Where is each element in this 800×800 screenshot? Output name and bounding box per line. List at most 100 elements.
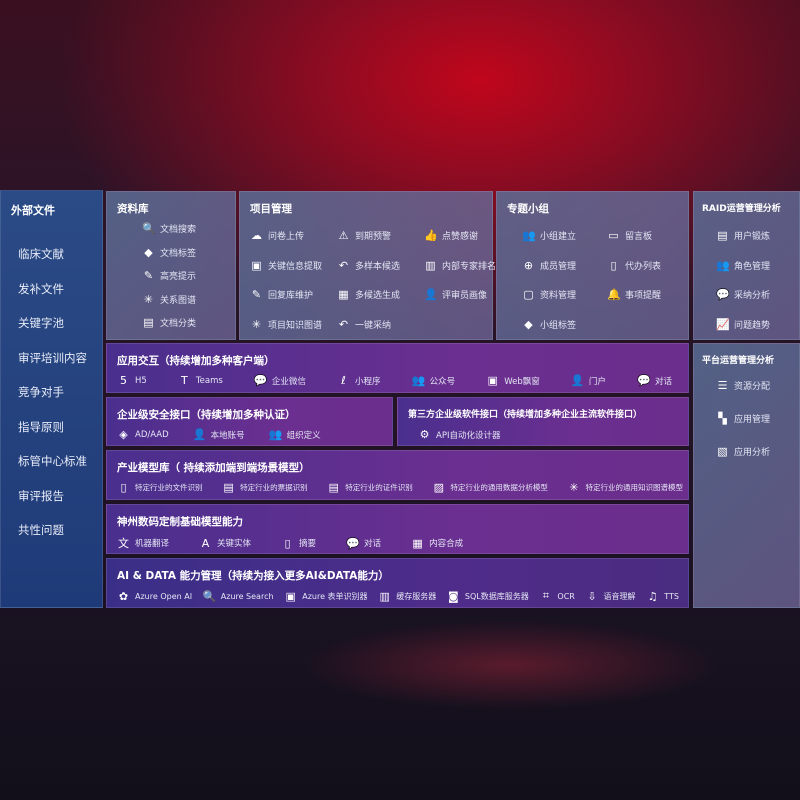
item-cache[interactable]: ▥ 缓存服务器	[378, 589, 437, 603]
item-puzzle[interactable]: ▦ 内容合成	[411, 535, 463, 551]
sidebar-item[interactable]: 关键字池	[18, 316, 64, 330]
item-graph[interactable]: ✳ 特定行业的通用知识图谱模型	[568, 481, 683, 494]
item-label: 对话	[654, 376, 672, 387]
item-graph[interactable]: ✳ 项目知识图谱	[250, 318, 322, 331]
item-label: 特定行业的证件识别	[345, 483, 413, 492]
item-speech[interactable]: ⇩ 语音理解	[586, 589, 635, 603]
sidebar-item[interactable]: 指导原则	[18, 419, 64, 434]
item-tts[interactable]: ♫ TTS	[646, 589, 679, 603]
item-wechat[interactable]: 💬 企业微信	[254, 374, 306, 387]
item-cloud-upload[interactable]: ☁ 问卷上传	[250, 229, 304, 242]
item-pen[interactable]: ✎ 回复库维护	[250, 288, 313, 301]
sidebar-external-files: 外部文件 临床文献 发补文件 关键字池 审评培训内容 竞争对手 指导原则 标管中心标准 审评报…	[0, 190, 103, 608]
item-database[interactable]: ◙ SQL数据库服务器	[447, 589, 529, 603]
item-html5[interactable]: 5 H5	[117, 374, 147, 387]
panel-title: 资料库	[117, 203, 149, 215]
item-list[interactable]: ☰ 资源分配	[716, 379, 770, 392]
panel-app: 应用交互（持续增加多种客户端） 5 H5 T Teams 💬 企业微信 ℓ 小程序 👥 公众号 ▣ W…	[106, 343, 689, 393]
item-ocr[interactable]: ⌗ OCR	[539, 589, 575, 603]
item-diamond[interactable]: ◈ AD/AAD	[117, 428, 168, 441]
trend-icon: 📈	[716, 317, 730, 331]
item-summary[interactable]: ▯ 摘要	[281, 535, 317, 551]
sidebar-item[interactable]: 审评报告	[18, 488, 64, 503]
sidebar-item[interactable]: 共性问题	[18, 523, 64, 537]
item-tag[interactable]: ◆ 小组标签	[522, 318, 576, 331]
item-user-add[interactable]: ⊕ 成员管理	[522, 259, 576, 272]
item-users[interactable]: 👥 角色管理	[716, 259, 770, 272]
item-label: 到期预警	[355, 232, 392, 242]
item-pen[interactable]: ✎ 高亮提示	[142, 269, 196, 282]
item-label: 角色管理	[734, 261, 771, 272]
item-apps[interactable]: ▚ 应用管理	[716, 412, 770, 425]
sidebar-item[interactable]: 标管中心标准	[18, 454, 87, 468]
speech-icon: ⇩	[587, 589, 597, 603]
item-id-card[interactable]: ▤ 用户锻炼	[716, 229, 770, 242]
panel-project: 项目管理 ☁ 问卷上传 ⚠ 到期预警 👍 点赞感谢 ▣ 关键信息提取 ↶ 多样本候选 ▥ 内部专家排名…	[239, 191, 496, 340]
tag-icon: ◆	[524, 317, 533, 331]
qa-icon: 💬	[716, 288, 730, 301]
item-doc-classify[interactable]: ▤ 文档分类	[142, 316, 196, 329]
item-person[interactable]: 👤 评审员画像	[424, 288, 487, 301]
summary-icon: ▯	[284, 536, 291, 550]
item-alarm[interactable]: ⚠ 到期预警	[337, 229, 391, 242]
item-users[interactable]: 👥 小组建立	[522, 229, 576, 242]
item-label: 关键信息提取	[268, 261, 323, 272]
item-org[interactable]: 👥 组织定义	[269, 428, 321, 441]
item-chat[interactable]: 💬 对话	[346, 535, 381, 551]
item-thumbs-up[interactable]: 👍 点赞感谢	[424, 229, 478, 242]
item-label: Azure Open AI	[135, 591, 193, 601]
sidebar-item[interactable]: 竞争对手	[18, 385, 64, 399]
item-reply[interactable]: ↶ 一键采纳	[337, 318, 391, 331]
item-clipboard[interactable]: ▯ 代办列表	[607, 259, 661, 272]
panel-group: 专题小组 👥 小组建立 ▭ 留言板 ⊕ 成员管理 ▯ 代办列表 ▢ 资料管理 🔔 事项提醒 ◆ 小组标签	[496, 191, 689, 340]
item-doc-search[interactable]: 🔍 文档搜索	[142, 222, 196, 235]
item-gear[interactable]: ⚙ API自动化设计器	[418, 428, 501, 441]
doc-search-icon: 🔍	[142, 222, 156, 235]
item-bell[interactable]: 🔔 事项提醒	[607, 288, 661, 301]
item-chart[interactable]: ▨ 特定行业的通用数据分析模型	[432, 481, 548, 494]
item-window[interactable]: ▣ Web飘窗	[486, 374, 540, 387]
graph-icon: ✳	[569, 481, 579, 494]
item-bbs[interactable]: ▭ 留言板	[607, 229, 652, 242]
item-form[interactable]: ▣ Azure 表单识别器	[284, 589, 368, 603]
item-analysis[interactable]: ▧ 应用分析	[716, 445, 770, 458]
item-entity[interactable]: A 关键实体	[199, 535, 251, 551]
item-users[interactable]: 👥 公众号	[412, 374, 456, 387]
item-trend[interactable]: 📈 问题趋势	[716, 318, 770, 331]
item-teams[interactable]: T Teams	[178, 374, 223, 387]
item-qa[interactable]: 💬 采纳分析	[716, 288, 770, 301]
item-chat[interactable]: 💬 对话	[637, 374, 672, 387]
item-graph[interactable]: ✳ 关系图谱	[142, 293, 196, 306]
sidebar-item[interactable]: 审评培训内容	[18, 350, 87, 365]
teams-icon: T	[181, 374, 188, 387]
item-reply[interactable]: ↶ 多样本候选	[337, 259, 400, 272]
person-icon: 👤	[424, 288, 438, 301]
item-tag[interactable]: ◆ 文档标签	[142, 246, 196, 259]
item-label: 多候选生成	[355, 291, 401, 301]
thumbs-up-icon: 👍	[424, 229, 438, 242]
miniprogram-icon: ℓ	[341, 374, 346, 387]
item-translate[interactable]: 文机器翻译	[117, 535, 169, 551]
panel-ai: AI & DATA 能力管理（持续为接入更多AI&DATA能力） ✿ Azure …	[106, 558, 689, 608]
item-portal[interactable]: 👤 门户	[571, 374, 606, 387]
item-openai[interactable]: ✿ Azure Open AI	[117, 589, 192, 603]
item-label: 组织定义	[286, 430, 321, 441]
sidebar-item[interactable]: 临床文献	[18, 247, 64, 261]
item-window[interactable]: ▣ 关键信息提取	[250, 259, 322, 272]
sidebar-item[interactable]: 发补文件	[18, 281, 64, 296]
clipboard-icon: ▯	[610, 258, 617, 272]
item-puzzle[interactable]: ▦ 多候选生成	[337, 288, 400, 301]
item-search[interactable]: 🔍 Azure Search	[203, 589, 274, 603]
item-label: Azure 表单识别器	[302, 591, 368, 601]
item-ranking[interactable]: ▥ 内部专家排名	[424, 259, 496, 272]
item-miniprogram[interactable]: ℓ 小程序	[337, 374, 380, 387]
panel-title: 产业模型库（ 持续添加端到端场景模型）	[117, 462, 310, 474]
item-receipt[interactable]: ▤ 特定行业的票据识别	[222, 481, 307, 494]
item-id-card[interactable]: ▤ 特定行业的证件识别	[327, 481, 413, 494]
panel-title: 企业级安全接口（持续增加多种认证）	[117, 409, 296, 421]
item-file[interactable]: ▯ 特定行业的文件识别	[117, 481, 202, 494]
item-folder[interactable]: ▢ 资料管理	[522, 288, 576, 301]
item-label: 对话	[364, 539, 382, 549]
item-user[interactable]: 👤 本地账号	[193, 428, 245, 441]
panel-platform: 平台运营管理分析 ☰ 资源分配 ▚ 应用管理 ▧ 应用分析	[693, 343, 800, 608]
